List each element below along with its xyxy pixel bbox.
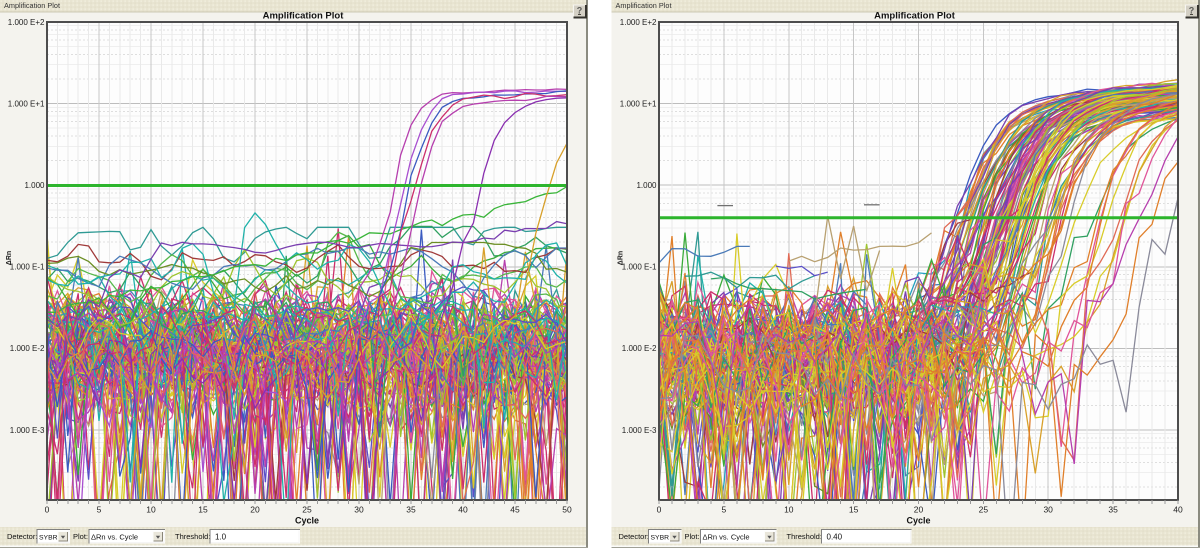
svg-text:1.000 E-3: 1.000 E-3 — [10, 426, 45, 435]
svg-text:20: 20 — [914, 505, 924, 515]
svg-text:0.40: 0.40 — [827, 533, 843, 542]
svg-text:1.000 E-2: 1.000 E-2 — [10, 344, 45, 353]
svg-text:10: 10 — [784, 505, 794, 515]
svg-text:0: 0 — [45, 505, 50, 515]
svg-text:SYBR: SYBR — [651, 535, 670, 542]
svg-text:25: 25 — [302, 505, 312, 515]
svg-text:0: 0 — [657, 505, 662, 515]
svg-text:Threshold:: Threshold: — [787, 532, 822, 541]
svg-text:Plot:: Plot: — [73, 532, 88, 541]
svg-text:Amplification Plot: Amplification Plot — [616, 1, 672, 10]
svg-text:?: ? — [1189, 6, 1195, 16]
svg-text:Amplification Plot: Amplification Plot — [4, 1, 60, 10]
svg-text:Threshold:: Threshold: — [175, 532, 210, 541]
svg-text:1.000 E+1: 1.000 E+1 — [620, 99, 657, 108]
svg-text:1.000 E-2: 1.000 E-2 — [622, 344, 657, 353]
svg-text:30: 30 — [1043, 505, 1053, 515]
svg-text:45: 45 — [510, 505, 520, 515]
svg-text:Cycle: Cycle — [906, 516, 930, 526]
svg-text:20: 20 — [250, 505, 260, 515]
svg-text:25: 25 — [979, 505, 989, 515]
svg-text:1.000 E-1: 1.000 E-1 — [10, 263, 45, 272]
svg-text:35: 35 — [406, 505, 416, 515]
svg-text:Amplification Plot: Amplification Plot — [874, 11, 956, 22]
svg-text:40: 40 — [1173, 505, 1183, 515]
svg-text:40: 40 — [458, 505, 468, 515]
svg-text:30: 30 — [354, 505, 364, 515]
svg-text:15: 15 — [849, 505, 859, 515]
svg-text:15: 15 — [198, 505, 208, 515]
svg-text:Detector:: Detector: — [619, 532, 649, 541]
svg-text:?: ? — [577, 6, 583, 16]
svg-text:Amplification Plot: Amplification Plot — [263, 11, 345, 22]
svg-text:1.000 E+2: 1.000 E+2 — [8, 18, 45, 27]
svg-text:1.000: 1.000 — [24, 181, 45, 190]
svg-text:1.000 E+2: 1.000 E+2 — [620, 18, 657, 27]
svg-text:SYBR: SYBR — [39, 535, 58, 542]
svg-text:10: 10 — [146, 505, 156, 515]
svg-text:1.000 E+1: 1.000 E+1 — [8, 99, 45, 108]
svg-text:50: 50 — [562, 505, 572, 515]
svg-text:1.0: 1.0 — [215, 533, 227, 542]
svg-text:1.000 E-3: 1.000 E-3 — [622, 426, 657, 435]
svg-text:35: 35 — [1108, 505, 1118, 515]
svg-text:1.000: 1.000 — [636, 181, 657, 190]
svg-text:Detector:: Detector: — [7, 532, 37, 541]
svg-text:ΔRn: ΔRn — [618, 251, 625, 265]
svg-text:ΔRn vs. Cycle: ΔRn vs. Cycle — [91, 533, 138, 542]
svg-text:Cycle: Cycle — [295, 516, 319, 526]
svg-text:5: 5 — [722, 505, 727, 515]
svg-text:ΔRn: ΔRn — [6, 251, 13, 265]
svg-text:5: 5 — [97, 505, 102, 515]
svg-text:ΔRn vs. Cycle: ΔRn vs. Cycle — [703, 533, 750, 542]
svg-text:1.000 E-1: 1.000 E-1 — [622, 263, 657, 272]
svg-text:Plot:: Plot: — [685, 532, 700, 541]
